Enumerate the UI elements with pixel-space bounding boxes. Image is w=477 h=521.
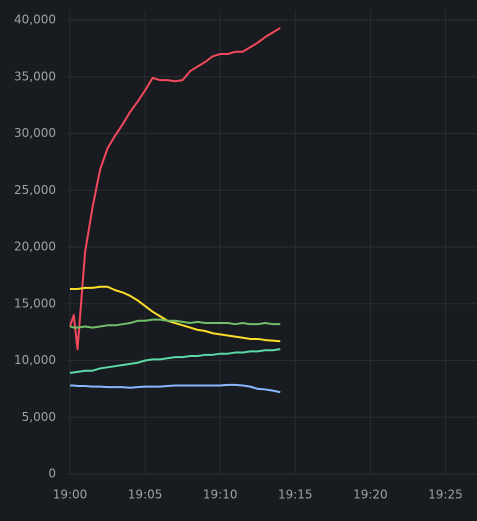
y-tick-label: 15,000 [14, 296, 56, 310]
y-tick-label: 0 [48, 467, 56, 481]
x-tick-label: 19:10 [203, 488, 238, 502]
x-tick-label: 19:15 [278, 488, 313, 502]
y-tick-label: 30,000 [14, 126, 56, 140]
series-line [69, 348, 281, 374]
series-line [69, 318, 281, 329]
x-tick-label: 19:25 [428, 488, 463, 502]
x-tick-label: 19:00 [53, 488, 88, 502]
y-tick-label: 25,000 [14, 183, 56, 197]
series-line [70, 383, 281, 394]
x-tick-label: 19:05 [128, 488, 163, 502]
y-tick-label: 40,000 [14, 13, 56, 27]
series-line [69, 27, 281, 351]
series-line [70, 285, 281, 343]
y-tick-label: 20,000 [14, 240, 56, 254]
y-tick-label: 5,000 [22, 410, 56, 424]
y-tick-label: 10,000 [14, 353, 56, 367]
y-tick-label: 35,000 [14, 69, 56, 83]
x-tick-label: 19:20 [353, 488, 388, 502]
